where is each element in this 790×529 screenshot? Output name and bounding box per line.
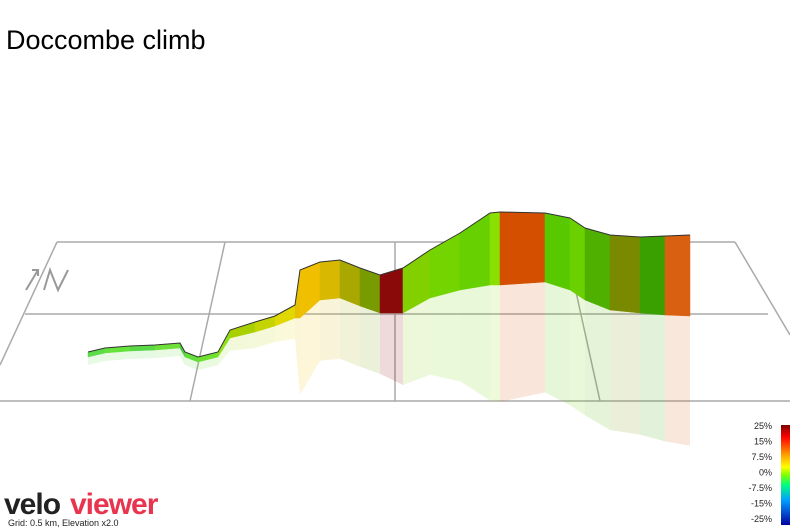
reflection-segment bbox=[180, 348, 185, 365]
reflection-segment bbox=[460, 285, 490, 401]
ribbon-segment bbox=[359, 267, 381, 314]
ribbon-segment bbox=[569, 217, 586, 301]
reflection-segment bbox=[500, 282, 545, 402]
legend-label: -15% bbox=[751, 499, 772, 509]
logo-velo: velo bbox=[4, 488, 61, 521]
reflection-segment bbox=[430, 290, 460, 382]
title: Doccombe climb bbox=[6, 25, 206, 55]
reflection-segment bbox=[218, 338, 230, 365]
reflection-segment bbox=[340, 298, 360, 367]
ribbon-segment bbox=[584, 227, 611, 311]
reflection-segment bbox=[155, 348, 180, 358]
legend-label: 0% bbox=[759, 468, 772, 478]
route-ribbon bbox=[87, 211, 691, 363]
reflection-segment bbox=[255, 326, 275, 348]
legend-label: -7.5% bbox=[748, 483, 772, 493]
reflection-segment bbox=[570, 290, 585, 416]
reflection-segment bbox=[490, 285, 500, 402]
ribbon-segment bbox=[664, 234, 691, 317]
reflection-segment bbox=[360, 306, 380, 374]
reflection-segment bbox=[640, 313, 665, 442]
reflection-segment bbox=[130, 350, 155, 359]
reflection-segment bbox=[185, 357, 198, 370]
grid-note: Grid: 0.5 km, Elevation x2.0 bbox=[8, 518, 119, 528]
ribbon-segment bbox=[499, 211, 546, 286]
reflection-segment bbox=[300, 300, 320, 395]
ribbon-segment bbox=[379, 267, 404, 314]
north-arrow bbox=[25, 266, 69, 293]
reflection-segment bbox=[665, 315, 690, 446]
ribbon-segment bbox=[319, 259, 341, 301]
reflection-segment bbox=[320, 298, 340, 361]
logo-viewer: viewer bbox=[70, 488, 159, 521]
reflection-segment bbox=[105, 351, 130, 361]
reflection-segment bbox=[198, 357, 218, 370]
ribbon-segment bbox=[609, 234, 641, 314]
reflection-segment bbox=[295, 318, 300, 395]
ribbon-segment bbox=[544, 212, 571, 291]
reflection-segment bbox=[403, 298, 430, 385]
legend-label: -25% bbox=[751, 514, 772, 524]
reflection-segment bbox=[585, 300, 610, 430]
legend-label: 7.5% bbox=[751, 452, 772, 462]
ribbon-segment bbox=[489, 211, 501, 286]
legend-label: 25% bbox=[754, 421, 772, 431]
ribbon-edge bbox=[87, 211, 691, 358]
legend: 25% 15% 7.5% 0% -7.5% -15% -25% bbox=[748, 421, 772, 524]
reflection-segment bbox=[380, 313, 403, 385]
ribbon-segment bbox=[459, 212, 491, 291]
legend-label: 15% bbox=[754, 437, 772, 447]
reflection-segment bbox=[610, 310, 640, 435]
legend-bar bbox=[781, 425, 790, 525]
reflection bbox=[88, 282, 690, 446]
ribbon-segment bbox=[639, 235, 666, 316]
reflection-segment bbox=[545, 282, 570, 406]
